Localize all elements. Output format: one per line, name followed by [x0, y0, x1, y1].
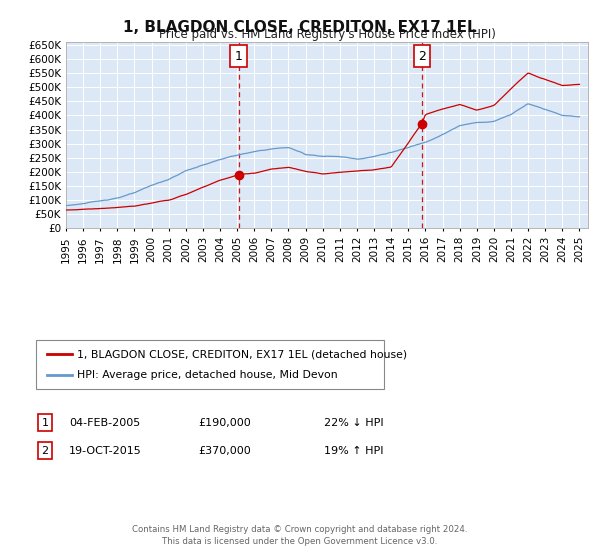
Text: 04-FEB-2005: 04-FEB-2005 — [69, 418, 140, 428]
Text: 2: 2 — [418, 50, 426, 63]
Text: £190,000: £190,000 — [198, 418, 251, 428]
Text: 1, BLAGDON CLOSE, CREDITON, EX17 1EL (detached house): 1, BLAGDON CLOSE, CREDITON, EX17 1EL (de… — [77, 349, 407, 360]
Text: 19% ↑ HPI: 19% ↑ HPI — [324, 446, 383, 456]
Text: £370,000: £370,000 — [198, 446, 251, 456]
Text: 1, BLAGDON CLOSE, CREDITON, EX17 1EL: 1, BLAGDON CLOSE, CREDITON, EX17 1EL — [123, 20, 477, 35]
Text: 19-OCT-2015: 19-OCT-2015 — [69, 446, 142, 456]
Text: 22% ↓ HPI: 22% ↓ HPI — [324, 418, 383, 428]
Text: 1: 1 — [235, 50, 242, 63]
Text: HPI: Average price, detached house, Mid Devon: HPI: Average price, detached house, Mid … — [77, 370, 337, 380]
Title: Price paid vs. HM Land Registry's House Price Index (HPI): Price paid vs. HM Land Registry's House … — [158, 28, 496, 41]
Text: 2: 2 — [41, 446, 49, 456]
Text: Contains HM Land Registry data © Crown copyright and database right 2024.
This d: Contains HM Land Registry data © Crown c… — [132, 525, 468, 546]
Text: 1: 1 — [41, 418, 49, 428]
